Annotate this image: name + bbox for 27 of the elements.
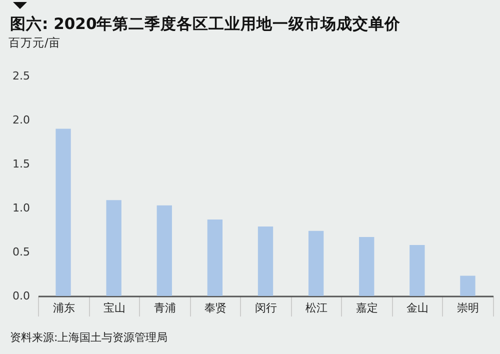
bar xyxy=(258,226,274,296)
y-tick-label: 0.5 xyxy=(12,246,30,258)
y-tick-label: 0.0 xyxy=(12,290,30,302)
x-tick-label: 松江 xyxy=(306,302,328,314)
bar xyxy=(106,200,122,296)
bar xyxy=(359,237,374,296)
bar xyxy=(156,205,172,296)
chart-title: 图六: 2020年第二季度各区工业用地一级市场成交单价 xyxy=(10,14,401,35)
x-tick-label: 金山 xyxy=(406,302,429,314)
x-tick-label: 嘉定 xyxy=(356,302,378,314)
x-tick-label: 宝山 xyxy=(103,302,126,314)
text: 资料来源:上海国土与资源管理局 xyxy=(10,330,168,345)
x-tick-label: 奉贤 xyxy=(204,302,226,314)
bar xyxy=(56,128,71,296)
x-tick-label: 浦东 xyxy=(52,302,75,314)
bar xyxy=(308,230,324,296)
bar xyxy=(460,276,476,296)
x-tick-label: 崇明 xyxy=(457,302,480,314)
x-tick-label: 青浦 xyxy=(154,302,176,314)
bar xyxy=(410,244,425,296)
y-tick-label: 1.5 xyxy=(12,158,30,170)
bar xyxy=(207,219,223,296)
y-tick-label: 2.5 xyxy=(12,70,30,82)
y-axis-title: 百万元/亩 xyxy=(8,36,60,50)
x-tick-label: 闵行 xyxy=(255,302,277,314)
y-tick-label: 2.0 xyxy=(12,114,30,126)
y-tick-label: 1.0 xyxy=(12,202,30,214)
